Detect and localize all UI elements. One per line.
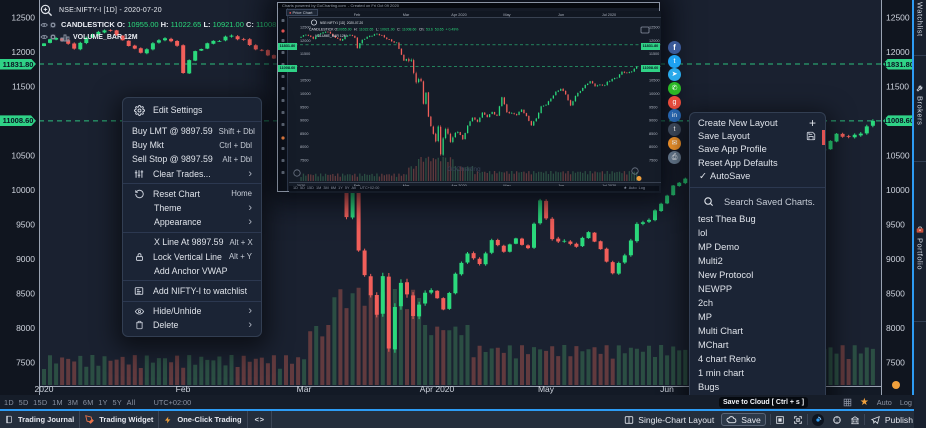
svg-text:Mar: Mar [403,13,410,17]
svg-text:53.6 53.65 + 0.49%: 53.6 53.65 + 0.49% [426,28,458,32]
svg-text:7500: 7500 [649,159,657,163]
svg-text:Jul 2020: Jul 2020 [602,13,616,17]
svg-text:10500: 10500 [300,79,311,83]
svg-text:7500: 7500 [886,358,905,368]
svg-text:VOLUME_BAR 12M: VOLUME_BAR 12M [315,34,347,38]
svg-text:12500: 12500 [300,26,311,30]
svg-text:May: May [538,384,555,394]
svg-text:2020: 2020 [35,384,54,394]
svg-text:11500: 11500 [12,82,35,92]
svg-text:9000: 9000 [886,254,905,264]
svg-text:Mar: Mar [297,384,312,394]
svg-text:10000: 10000 [11,185,35,195]
svg-text:Ch:: Ch: [419,28,424,32]
svg-text:Apr 2020: Apr 2020 [420,384,455,394]
svg-text:8000: 8000 [16,323,35,333]
svg-text:10000: 10000 [649,92,660,96]
svg-text:12000: 12000 [886,47,910,57]
svg-text:9500: 9500 [16,220,35,230]
svg-text:9500: 9500 [886,220,905,230]
svg-text:9000: 9000 [16,254,35,264]
svg-text:10500: 10500 [11,151,35,161]
svg-text:12000: 12000 [11,47,35,57]
svg-text:GoCharting: GoCharting [447,166,481,173]
svg-text:9500: 9500 [300,105,308,109]
svg-text:8500: 8500 [649,132,657,136]
svg-text:Jun: Jun [660,384,674,394]
svg-text:C:: C: [397,28,401,32]
svg-text:CANDLESTICK O:: CANDLESTICK O: [309,28,338,32]
svg-text:Jun: Jun [558,13,564,17]
svg-text:9000: 9000 [300,119,308,123]
svg-text:10955.00: 10955.00 [337,28,352,32]
svg-text:10921.00: 10921.00 [380,28,395,32]
svg-text:8500: 8500 [16,289,35,299]
svg-text:Feb: Feb [354,13,361,17]
svg-text:11500: 11500 [649,52,659,56]
svg-text:H:: H: [354,28,358,32]
svg-text:12500: 12500 [886,13,910,23]
svg-text:11008.60: 11008.60 [402,28,416,32]
svg-text:May: May [503,13,510,17]
svg-text:11022.65: 11022.65 [359,28,373,32]
svg-text:12000: 12000 [649,39,660,43]
svg-text:10500: 10500 [886,151,910,161]
svg-text:8500: 8500 [300,132,308,136]
svg-text:10000: 10000 [300,92,311,96]
svg-text:7500: 7500 [300,159,308,163]
svg-text:11500: 11500 [886,82,909,92]
svg-text:8000: 8000 [649,145,657,149]
svg-text:Apr 2020: Apr 2020 [451,13,466,17]
svg-text:7500: 7500 [16,358,35,368]
svg-text:10000: 10000 [886,185,910,195]
svg-text:8500: 8500 [886,289,905,299]
svg-text:12500: 12500 [649,26,660,30]
svg-text:9500: 9500 [649,105,657,109]
svg-text:L:: L: [376,28,379,32]
svg-text:10500: 10500 [649,79,660,83]
svg-text:12500: 12500 [11,13,35,23]
svg-text:NSE:NIFTY-I [1D] 2020-07-20: NSE:NIFTY-I [1D] 2020-07-20 [320,21,363,25]
svg-text:12000: 12000 [300,39,311,43]
svg-text:9000: 9000 [649,119,657,123]
svg-text:11500: 11500 [300,52,310,56]
svg-text:Feb: Feb [176,384,191,394]
svg-text:8000: 8000 [300,145,308,149]
svg-text:8000: 8000 [886,323,905,333]
